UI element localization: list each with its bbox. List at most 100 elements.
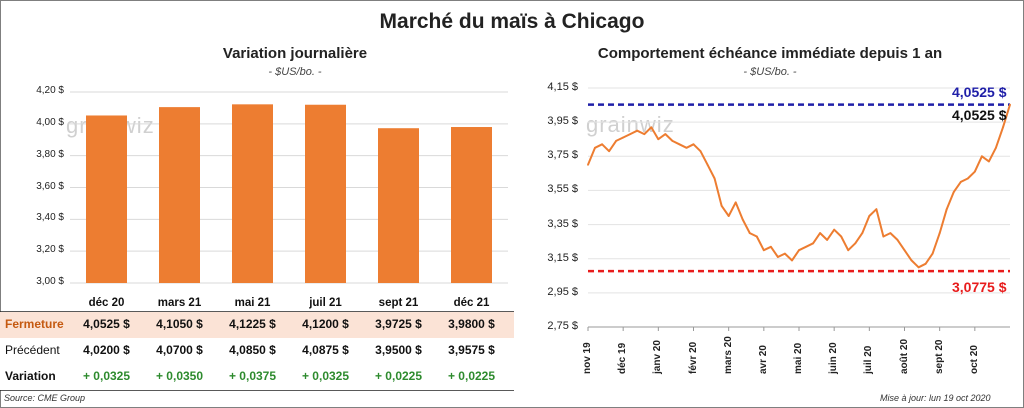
price-point (980, 155, 983, 158)
watermark-right: grainwiz (586, 112, 675, 137)
price-point (812, 242, 814, 245)
price-point (833, 228, 836, 231)
bar-category-label: déc 21 (453, 297, 490, 309)
price-point (692, 143, 695, 146)
bar-chart-unit: - $US/bo. - (268, 66, 322, 78)
line-y-tick: 3,95 $ (547, 115, 578, 128)
table-cell: 3,9575 $ (448, 343, 495, 357)
table-cell: 4,0525 $ (83, 317, 130, 331)
table-cell: + 0,0350 (155, 369, 204, 383)
bar (451, 127, 492, 284)
line-x-tick-label: avr 20 (757, 345, 769, 374)
price-point (720, 204, 723, 207)
table-cell: + 0,0375 (228, 369, 277, 383)
line-chart-title: Comportement échéance immédiate depuis 1… (597, 45, 943, 62)
price-point (917, 266, 920, 269)
price-point (615, 140, 618, 142)
price-point (657, 138, 660, 141)
line-chart-unit: - $US/bo. - (743, 66, 797, 78)
bar-y-tick: 4,00 $ (36, 116, 64, 128)
table-cell: 3,9800 $ (448, 317, 495, 331)
price-point (643, 133, 646, 135)
price-point (741, 218, 744, 221)
table-row-label: Variation (5, 369, 56, 383)
bar-y-tick: 3,40 $ (36, 212, 64, 224)
price-point (748, 232, 751, 235)
price-point (699, 150, 702, 153)
price-point (882, 235, 885, 238)
price-point (861, 232, 864, 235)
table-cell: 4,1225 $ (229, 317, 276, 331)
bar-y-tick: 4,20 $ (36, 85, 64, 96)
table-cell: 3,9500 $ (375, 343, 422, 357)
price-point (594, 146, 596, 149)
price-point (903, 249, 906, 252)
line-y-tick: 3,75 $ (547, 149, 578, 162)
source-note: Source: CME Group (4, 393, 86, 403)
price-point (798, 249, 800, 252)
line-y-tick: 2,95 $ (547, 285, 578, 298)
price-point (854, 242, 857, 245)
price-point (650, 126, 653, 129)
price-point (664, 133, 667, 135)
line-y-tick: 3,35 $ (547, 217, 578, 230)
table-cell: 4,1200 $ (302, 317, 349, 331)
price-point (840, 235, 843, 238)
line-y-tick: 3,15 $ (547, 251, 578, 264)
price-point (910, 259, 913, 262)
low-label: 3,0775 $ (952, 279, 1007, 295)
line-x-tick-label: déc 19 (617, 342, 629, 374)
line-x-tick-label: nov 19 (582, 342, 593, 374)
price-point (601, 143, 603, 146)
price-point (671, 140, 674, 142)
price-point (762, 249, 765, 252)
price-point (734, 201, 737, 204)
price-point (713, 177, 716, 180)
bar (305, 104, 346, 283)
line-y-tick: 2,75 $ (547, 320, 578, 332)
price-point (959, 180, 962, 183)
line-y-tick: 4,15 $ (547, 81, 578, 93)
table-cell: 4,1050 $ (156, 317, 203, 331)
main-title: Marché du maïs à Chicago (379, 10, 645, 33)
price-point (966, 177, 969, 180)
price-point (973, 170, 976, 173)
price-point (896, 239, 899, 241)
line-y-tick: 3,55 $ (547, 183, 578, 196)
bar-category-label: mai 21 (234, 297, 271, 309)
price-point (938, 232, 941, 235)
price-point (875, 208, 878, 211)
price-point (868, 215, 871, 217)
table-cell: + 0,0325 (301, 369, 350, 383)
price-point (945, 208, 948, 211)
high-label: 4,0525 $ (952, 84, 1007, 100)
price-point (777, 256, 779, 258)
price-point (988, 160, 990, 163)
bar-y-tick: 3,60 $ (36, 180, 64, 192)
last-value-label: 4,0525 $ (952, 107, 1007, 123)
price-point (826, 239, 829, 241)
price-point (685, 146, 688, 149)
price-point (678, 143, 681, 146)
price-point (784, 252, 786, 255)
price-point (629, 133, 632, 135)
line-x-tick-label: juin 20 (828, 342, 840, 374)
price-point (847, 249, 850, 252)
bar-y-tick: 3,80 $ (36, 148, 64, 160)
line-x-tick-label: juil 20 (863, 345, 875, 374)
table-row: Précédent 4,0200 $ 4,0700 $ 4,0850 $ 4,0875 … (0, 338, 514, 364)
price-point (995, 146, 997, 149)
table-cell: + 0,0225 (447, 369, 496, 383)
table-cell: 4,0850 $ (229, 343, 276, 357)
line-x-tick-label: janv 20 (652, 340, 664, 374)
price-point (622, 136, 625, 139)
table-row-label: Précédent (5, 343, 60, 357)
price-point (636, 129, 639, 132)
table-cell: + 0,0325 (82, 369, 131, 383)
table-cell: 4,0200 $ (83, 343, 130, 357)
table-row: Fermeture 4,0525 $ 4,1050 $ 4,1225 $ 4,1200 … (0, 312, 514, 338)
line-x-tick-label: févr 20 (687, 341, 699, 374)
price-point (931, 252, 934, 255)
table-row: Variation + 0,0325 + 0,0350 + 0,0375 + 0,032… (0, 364, 514, 390)
